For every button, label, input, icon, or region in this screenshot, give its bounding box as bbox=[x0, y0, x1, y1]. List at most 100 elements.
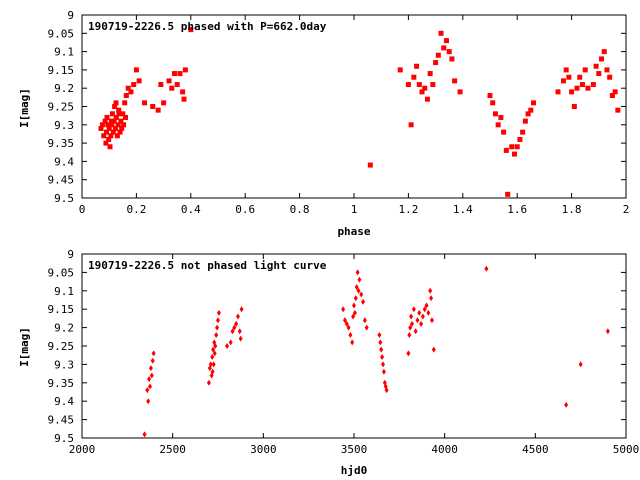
unphased-data-point bbox=[210, 354, 215, 361]
phased-light-curve-panel: 0 0.2 0.4 0.6 0.8 1 1.2 1.4 1.6 1.8 2 9 9.05 9.1 9.15 9… bbox=[18, 9, 629, 238]
unphased-axis-ticks: 2000 2500 3000 3500 4000 4500 5000 9 9.05 9.1 9.15… bbox=[48, 248, 640, 456]
unphased-data-point bbox=[428, 287, 433, 294]
phased-data-point bbox=[492, 111, 498, 117]
unphased-data-point bbox=[213, 343, 218, 349]
phased-data-point bbox=[142, 100, 148, 106]
unphased-y-tick-label: 9.3 bbox=[54, 358, 74, 371]
unphased-data-point bbox=[145, 387, 150, 394]
phased-axis-ticks: 0 0.2 0.4 0.6 0.8 1 1.2 1.4 1.6 1.8 2 9 9.05 9.1 9.15 9… bbox=[48, 9, 630, 216]
phased-data-point bbox=[116, 111, 122, 117]
phased-data-point bbox=[169, 85, 175, 91]
unphased-y-tick-label: 9.35 bbox=[48, 377, 75, 390]
unphased-data-point bbox=[426, 309, 431, 316]
unphased-x-tick-label: 5000 bbox=[613, 443, 640, 456]
unphased-data-point bbox=[210, 368, 215, 375]
phased-data-point bbox=[607, 74, 613, 80]
phased-data-point bbox=[107, 144, 113, 150]
phased-data-point bbox=[509, 144, 515, 150]
unphased-data-point bbox=[362, 317, 367, 324]
phased-data-point bbox=[452, 78, 458, 84]
unphased-data-point bbox=[341, 306, 346, 313]
phased-data-point bbox=[560, 78, 566, 84]
phased-data-point bbox=[569, 89, 575, 95]
unphased-data-point bbox=[344, 320, 349, 327]
phased-data-point bbox=[116, 107, 122, 113]
phased-data-point bbox=[99, 122, 105, 128]
unphased-y-tick-label: 9.25 bbox=[48, 340, 75, 353]
unphased-y-tick-label: 9.05 bbox=[48, 266, 75, 279]
unphased-data-point bbox=[230, 328, 235, 335]
phased-data-point bbox=[158, 82, 164, 88]
phased-data-point bbox=[449, 56, 455, 62]
unphased-data-point bbox=[346, 324, 351, 331]
phased-data-point bbox=[601, 49, 607, 55]
unphased-data-point bbox=[407, 331, 412, 338]
phased-data-point bbox=[585, 85, 591, 91]
phased-data-point bbox=[438, 30, 444, 36]
unphased-data-point bbox=[216, 317, 220, 324]
phased-data-point bbox=[121, 122, 127, 128]
phased-data-point bbox=[416, 82, 422, 88]
phased-data-point bbox=[108, 118, 114, 124]
phased-data-point bbox=[577, 74, 583, 80]
phased-data-point bbox=[408, 122, 414, 128]
unphased-x-tick-label: 4000 bbox=[431, 443, 458, 456]
unphased-x-axis-label: hjd0 bbox=[341, 464, 368, 477]
unphased-x-tick-label: 2500 bbox=[159, 443, 186, 456]
unphased-data-point bbox=[211, 346, 216, 353]
phased-data-point bbox=[498, 114, 504, 120]
phased-data-point bbox=[112, 104, 118, 109]
unphased-data-point bbox=[151, 350, 156, 357]
unphased-data-point bbox=[357, 276, 362, 283]
unphased-data-point bbox=[355, 269, 360, 276]
unphased-data-point bbox=[431, 346, 436, 353]
phased-data-point bbox=[133, 67, 139, 73]
phased-data-point bbox=[525, 111, 531, 117]
phased-data-point bbox=[150, 104, 156, 109]
unphased-y-tick-label: 9.2 bbox=[54, 322, 74, 335]
phased-x-tick-label: 0.2 bbox=[126, 203, 146, 216]
unphased-data-point bbox=[415, 317, 420, 324]
phased-data-point bbox=[161, 100, 167, 106]
unphased-light-curve-panel: 2000 2500 3000 3500 4000 4500 5000 9 9.05 9.1 9.15… bbox=[18, 248, 639, 477]
unphased-x-tick-label: 4500 bbox=[522, 443, 549, 456]
phased-data-point bbox=[514, 144, 520, 150]
phased-data-point bbox=[582, 67, 588, 73]
phased-data-point bbox=[531, 100, 537, 106]
unphased-data-point bbox=[352, 309, 357, 316]
phased-x-tick-label: 1.8 bbox=[562, 203, 582, 216]
unphased-x-tick-label: 3500 bbox=[341, 443, 368, 456]
phased-data-point bbox=[427, 71, 433, 77]
phased-data-point bbox=[101, 133, 107, 139]
phased-data-point bbox=[113, 100, 119, 106]
unphased-data-point bbox=[350, 339, 355, 346]
unphased-data-point bbox=[356, 287, 361, 294]
phased-data-point bbox=[123, 93, 129, 99]
phased-data-point bbox=[115, 122, 121, 128]
phased-data-point bbox=[505, 191, 511, 197]
phased-data-point bbox=[123, 114, 129, 120]
phased-y-tick-label: 9.25 bbox=[48, 101, 75, 114]
phased-data-point bbox=[457, 89, 463, 95]
phased-data-point bbox=[103, 129, 109, 135]
phased-data-point bbox=[599, 56, 605, 62]
unphased-data-point bbox=[417, 309, 422, 316]
phased-y-tick-label: 9.35 bbox=[48, 137, 75, 150]
phased-data-point bbox=[579, 82, 585, 88]
unphased-data-point bbox=[142, 431, 147, 438]
phased-y-tick-label: 9.05 bbox=[48, 27, 75, 40]
phased-data-point bbox=[103, 140, 109, 146]
phased-data-point bbox=[122, 100, 128, 106]
phased-data-point bbox=[182, 67, 188, 73]
phased-data-point bbox=[177, 71, 183, 77]
unphased-data-point bbox=[413, 328, 418, 335]
phased-y-tick-label: 9.3 bbox=[54, 119, 74, 132]
unphased-data-point bbox=[148, 365, 153, 372]
unphased-data-point bbox=[364, 324, 369, 331]
unphased-data-point bbox=[215, 324, 220, 331]
phased-data-point bbox=[104, 114, 110, 120]
unphased-data-point bbox=[228, 339, 233, 346]
unphased-data-point bbox=[206, 379, 211, 386]
phased-data-point bbox=[446, 49, 452, 55]
